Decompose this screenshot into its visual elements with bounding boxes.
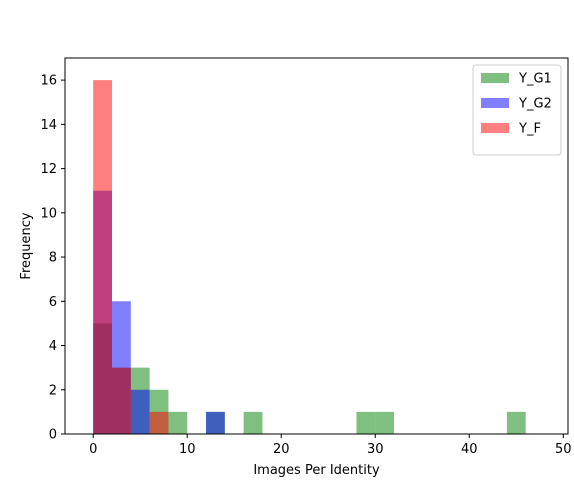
bar-y-f-0: [93, 80, 113, 434]
x-axis-ticks: 0 10 20 30 40 50: [89, 434, 572, 457]
x-tick-label: 20: [273, 442, 290, 457]
y-tick-label: 14: [40, 118, 57, 133]
y-tick-label: 12: [40, 162, 57, 177]
legend-swatch: [481, 123, 509, 133]
legend: Y_G1 Y_G2 Y_F: [472, 64, 562, 156]
bar-y-g1-7: [356, 411, 376, 434]
histogram-bars: [93, 80, 526, 434]
bar-y-f-2: [149, 411, 169, 434]
x-axis-label: Images Per Identity: [253, 463, 380, 478]
bar-y-g1-8: [375, 411, 395, 434]
y-tick-label: 8: [49, 251, 57, 266]
legend-label: Y_G2: [518, 97, 552, 112]
y-axis-label: Frequency: [19, 212, 34, 279]
y-tick-label: 4: [49, 339, 57, 354]
x-tick-label: 10: [179, 442, 196, 457]
y-tick-label: 6: [49, 295, 57, 310]
y-tick-label: 10: [40, 206, 57, 221]
x-tick-label: 0: [89, 442, 97, 457]
legend-swatch: [481, 98, 509, 108]
bar-y-g2-2: [130, 389, 150, 434]
legend-label: Y_F: [518, 122, 541, 137]
x-tick-label: 40: [461, 442, 478, 457]
x-tick-label: 30: [367, 442, 384, 457]
bar-y-g1-9: [506, 411, 526, 434]
x-tick-label: 50: [555, 442, 572, 457]
bar-y-g2-3: [206, 411, 225, 434]
y-tick-label: 16: [40, 74, 57, 89]
bar-y-g1-6: [243, 411, 263, 434]
y-tick-label: 2: [49, 383, 57, 398]
bar-y-f-1: [112, 367, 131, 434]
y-tick-label: 0: [49, 428, 57, 443]
y-axis-ticks: 0 2 4 6 8 10 12 14 16: [40, 74, 65, 443]
bar-y-g1-4: [168, 411, 188, 434]
plot-frame: [64, 57, 569, 435]
legend-label: Y_G1: [518, 72, 552, 87]
legend-swatch: [481, 73, 509, 83]
